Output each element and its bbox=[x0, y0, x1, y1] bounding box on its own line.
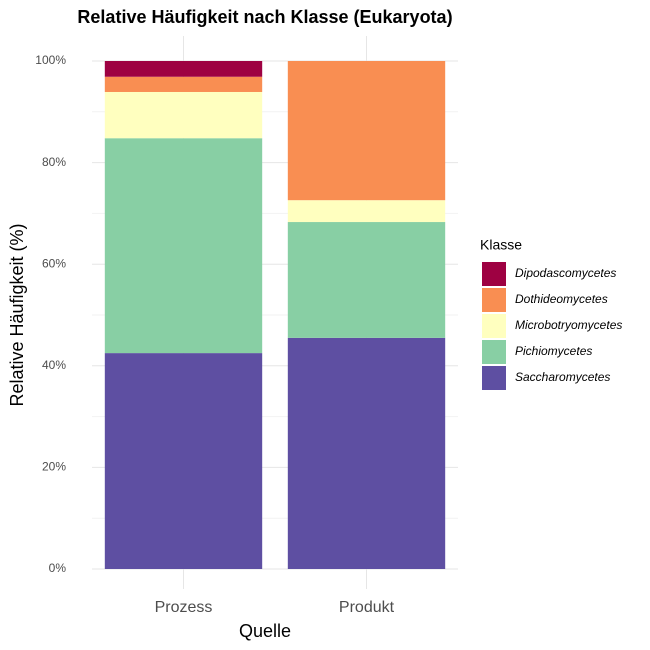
legend-swatch bbox=[482, 340, 506, 364]
y-axis-label: Relative Häufigkeit (%) bbox=[7, 223, 27, 406]
legend-label: Saccharomycetes bbox=[515, 370, 610, 384]
y-tick-label: 20% bbox=[42, 460, 66, 474]
bar-segment bbox=[104, 353, 263, 569]
y-tick-label: 60% bbox=[42, 256, 66, 270]
legend-label: Pichiomycetes bbox=[515, 344, 592, 358]
bar-segment bbox=[104, 91, 263, 139]
legend-swatch bbox=[482, 314, 506, 338]
legend-swatch bbox=[482, 288, 506, 312]
legend-swatch bbox=[482, 262, 506, 286]
legend-label: Microbotryomycetes bbox=[515, 318, 622, 332]
y-tick-label: 80% bbox=[42, 155, 66, 169]
bar-segment bbox=[104, 76, 263, 92]
bar-segment bbox=[287, 337, 446, 569]
y-tick-label: 0% bbox=[49, 561, 67, 575]
x-tick-label: Prozess bbox=[155, 599, 213, 616]
chart-title: Relative Häufigkeit nach Klasse (Eukaryo… bbox=[77, 7, 452, 27]
bar-segment bbox=[287, 200, 446, 223]
bar-segment bbox=[287, 61, 446, 201]
x-tick-label: Produkt bbox=[339, 599, 395, 616]
legend-title: Klasse bbox=[480, 237, 522, 253]
y-tick-label: 40% bbox=[42, 358, 66, 372]
legend-label: Dipodascomycetes bbox=[515, 266, 616, 280]
legend-swatch bbox=[482, 366, 506, 390]
x-axis-label: Quelle bbox=[239, 621, 291, 641]
bar-segment bbox=[104, 61, 263, 77]
bar-segment bbox=[104, 138, 263, 354]
bar-segment bbox=[287, 222, 446, 338]
legend-label: Dothideomycetes bbox=[515, 292, 608, 306]
y-tick-label: 100% bbox=[35, 53, 66, 67]
